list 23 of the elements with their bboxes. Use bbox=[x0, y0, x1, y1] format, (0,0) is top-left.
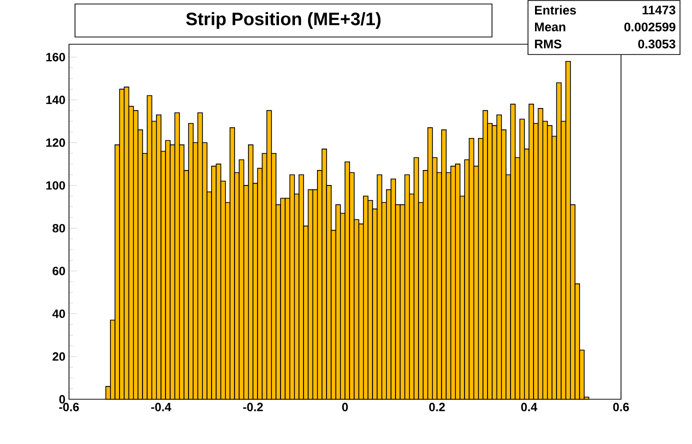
x-tick-label: -0.4 bbox=[151, 402, 172, 412]
text: Entries bbox=[535, 5, 576, 15]
x-tick-label: 0.2 bbox=[429, 402, 445, 412]
text: Mean bbox=[535, 22, 566, 32]
chart-title: Strip Position (ME+3/1) bbox=[186, 12, 381, 29]
x-tick-label: -0.2 bbox=[243, 402, 263, 412]
y-tick-label: 140 bbox=[46, 96, 65, 104]
y-tick-label: 60 bbox=[52, 266, 65, 276]
text: 0.3053 bbox=[638, 40, 676, 48]
y-tick-label: 20 bbox=[52, 352, 65, 361]
y-tick-label: 100 bbox=[46, 181, 65, 190]
text: 0.002599 bbox=[624, 22, 676, 32]
y-tick-label: 120 bbox=[46, 138, 65, 147]
y-tick-label: 0 bbox=[59, 395, 65, 404]
y-tick-label: 80 bbox=[52, 224, 65, 232]
y-tick-label: 40 bbox=[52, 310, 65, 318]
x-tick-label: 0 bbox=[342, 402, 348, 412]
x-tick-label: 0.6 bbox=[613, 402, 629, 412]
annotation: RMS bbox=[535, 40, 562, 48]
y-tick-label: 160 bbox=[46, 52, 65, 62]
x-tick-label: -0.6 bbox=[59, 402, 79, 412]
x-tick-label: 0.4 bbox=[521, 402, 538, 412]
text: 11473 bbox=[642, 6, 676, 14]
